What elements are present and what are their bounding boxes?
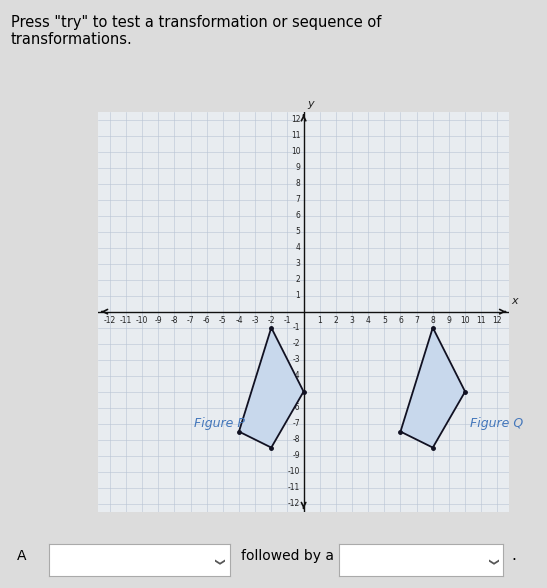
Text: -1: -1 [293,323,300,332]
Text: -2: -2 [293,339,300,348]
Text: -9: -9 [154,316,162,325]
Text: 8: 8 [295,179,300,188]
Text: 5: 5 [382,316,387,325]
Text: 11: 11 [476,316,486,325]
Text: 5: 5 [295,227,300,236]
Text: -8: -8 [293,435,300,444]
Text: ❯: ❯ [212,557,222,566]
Text: -3: -3 [251,316,259,325]
Text: 1: 1 [317,316,322,325]
Text: 2: 2 [334,316,338,325]
Text: -12: -12 [103,316,116,325]
Text: 2: 2 [295,275,300,284]
Text: 9: 9 [446,316,451,325]
Text: Figure P: Figure P [194,417,245,430]
Text: x: x [511,296,518,306]
Text: -7: -7 [293,419,300,428]
Text: -8: -8 [171,316,178,325]
Text: -12: -12 [288,499,300,508]
Text: 6: 6 [295,211,300,220]
Text: 6: 6 [398,316,403,325]
Text: -4: -4 [293,371,300,380]
Text: 3: 3 [350,316,354,325]
Text: -6: -6 [203,316,211,325]
Text: -1: -1 [284,316,291,325]
Text: A: A [16,549,26,563]
Text: 10: 10 [460,316,470,325]
Text: 11: 11 [291,131,300,140]
Text: 1: 1 [295,291,300,300]
Text: 12: 12 [291,115,300,124]
Text: -5: -5 [293,387,300,396]
Text: -2: -2 [267,316,275,325]
Text: -9: -9 [293,451,300,460]
Polygon shape [400,328,465,447]
Text: -4: -4 [235,316,243,325]
Text: 4: 4 [295,243,300,252]
Text: 4: 4 [366,316,371,325]
Text: .: . [511,548,516,563]
Text: -10: -10 [288,467,300,476]
Text: -6: -6 [293,403,300,412]
Text: -11: -11 [120,316,132,325]
Text: Figure Q: Figure Q [470,417,523,430]
Polygon shape [239,328,304,447]
Text: Press "try" to test a transformation or sequence of
transformations.: Press "try" to test a transformation or … [11,15,381,47]
Text: -5: -5 [219,316,226,325]
Text: 12: 12 [493,316,502,325]
Text: 7: 7 [414,316,419,325]
Text: -10: -10 [136,316,148,325]
Text: ❯: ❯ [487,557,497,566]
Text: 9: 9 [295,163,300,172]
Text: -11: -11 [288,483,300,492]
Text: 10: 10 [290,147,300,156]
Text: y: y [307,99,314,109]
Text: -3: -3 [293,355,300,364]
Text: followed by a: followed by a [241,549,334,563]
Text: 3: 3 [295,259,300,268]
Text: 8: 8 [430,316,435,325]
Text: 7: 7 [295,195,300,204]
Text: -7: -7 [187,316,194,325]
